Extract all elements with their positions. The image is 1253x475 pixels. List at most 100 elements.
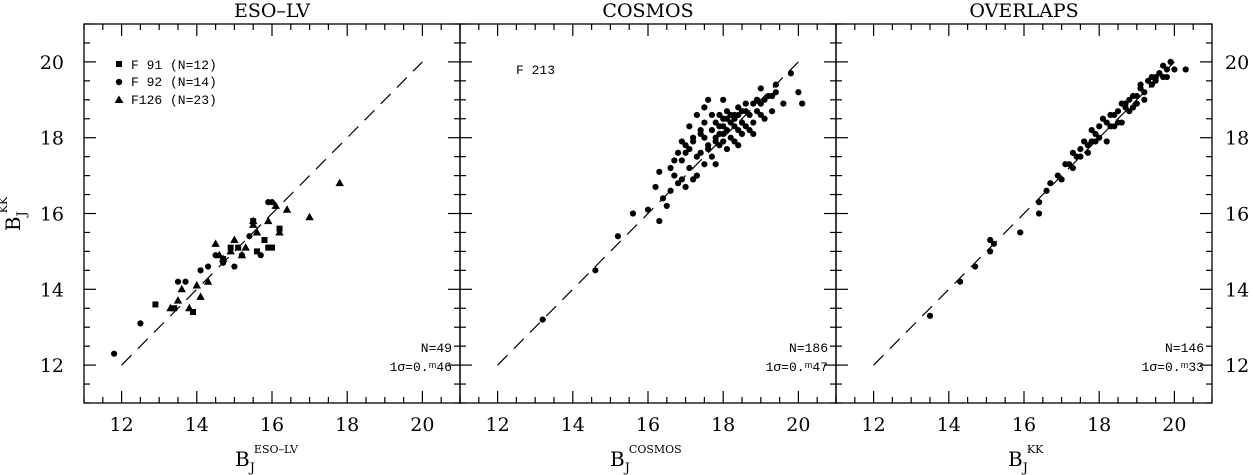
data-point-circle <box>674 149 682 156</box>
data-point-circle <box>1137 81 1144 88</box>
data-point-circle <box>735 104 742 111</box>
data-point-circle <box>716 111 723 119</box>
data-point-circle <box>1171 66 1178 73</box>
data-point-circle <box>1133 100 1140 107</box>
data-point-circle <box>716 142 723 149</box>
y-axis-label-base: B <box>1 216 25 231</box>
data-point-circle <box>592 267 599 274</box>
data-point-circle <box>701 134 708 141</box>
data-point-circle <box>1077 145 1084 153</box>
data-point-circle <box>682 142 689 149</box>
data-point-square <box>261 237 268 244</box>
data-point-circle <box>682 149 689 156</box>
data-point-circle <box>1088 138 1095 145</box>
x-axis-label-sup: ESO–LV <box>254 443 299 456</box>
data-point-circle <box>742 108 749 115</box>
data-point-circle <box>652 183 659 191</box>
stat-sigma-eso-lv: 1σ=0.ᵐ46 <box>390 360 452 375</box>
svg-text:BJKK: BJ KK <box>0 196 30 231</box>
data-point-circle <box>735 142 742 149</box>
data-point-circle <box>1148 73 1155 81</box>
data-point-circle <box>708 111 716 119</box>
data-point-circle <box>708 153 716 160</box>
data-point-circle <box>750 130 757 138</box>
data-point-circle <box>746 111 753 119</box>
x-axis-label-sub: J <box>1021 461 1028 475</box>
data-point-circle <box>686 123 693 130</box>
one-to-one-line <box>873 61 1175 366</box>
data-point-circle <box>671 172 678 179</box>
data-point-circle <box>772 81 779 88</box>
data-point-circle <box>787 70 794 77</box>
data-point-square <box>265 244 272 251</box>
data-point-circle <box>697 130 704 138</box>
data-point-triangle <box>252 227 262 236</box>
x-axis-label-sub: J <box>623 461 630 475</box>
data-point-circle <box>629 210 637 217</box>
x-tick-label: 20 <box>410 414 434 436</box>
data-point-circle <box>656 168 663 175</box>
data-point-circle <box>539 316 546 323</box>
data-point-circle <box>795 89 802 96</box>
data-point-triangle <box>249 220 258 228</box>
panel-title-eso-lv: ESO–LV <box>234 0 310 22</box>
data-point-circle <box>1144 77 1152 84</box>
data-point-circle <box>690 134 697 141</box>
data-point-circle <box>1114 119 1122 126</box>
data-point-circle <box>1103 138 1110 145</box>
data-point-circle <box>686 164 693 172</box>
data-point-triangle <box>264 216 273 225</box>
data-point-circle <box>720 96 727 103</box>
data-point-square <box>152 301 159 308</box>
data-point-circle <box>1167 58 1174 65</box>
stat-n-eso-lv: N=49 <box>421 341 452 356</box>
y-tick-label-left: 14 <box>40 279 64 301</box>
data-point-circle <box>697 149 704 156</box>
data-point-circle <box>644 206 652 213</box>
data-point-circle <box>972 263 979 270</box>
data-point-circle <box>727 119 734 126</box>
y-axis-label-sub: J <box>15 211 30 218</box>
data-point-circle <box>716 123 723 130</box>
x-axis-label-eso-lv: BJ ESO–LV <box>235 443 299 475</box>
data-point-circle <box>768 92 776 100</box>
data-point-triangle <box>173 296 183 304</box>
data-point-circle <box>1163 66 1170 73</box>
x-tick-label: 18 <box>1087 414 1111 436</box>
data-point-triangle <box>177 284 186 293</box>
data-point-triangle <box>275 227 284 236</box>
data-point-circle <box>987 248 994 255</box>
data-point-circle <box>1129 104 1137 111</box>
data-point-triangle <box>211 239 220 247</box>
data-point-circle <box>727 111 734 119</box>
x-axis-label-base: B <box>1008 447 1023 471</box>
data-point-triangle <box>241 243 250 251</box>
x-tick-label: 20 <box>786 414 810 436</box>
x-axis-label-base: B <box>610 447 625 471</box>
data-point-circle <box>1182 66 1189 73</box>
legend-circle-marker <box>115 78 123 86</box>
data-point-circle <box>1122 100 1129 107</box>
data-point-circle <box>693 153 700 160</box>
data-point-circle <box>926 312 934 319</box>
data-point-circle <box>1133 92 1140 100</box>
data-point-triangle <box>196 292 205 300</box>
x-axis-label-sub: J <box>248 461 255 475</box>
data-point-circle <box>701 119 708 126</box>
y-axis-label-sup: KK <box>0 196 10 213</box>
data-point-circle <box>246 233 253 240</box>
data-point-circle <box>1148 81 1155 88</box>
data-point-circle <box>1099 115 1107 122</box>
data-point-circle <box>735 127 742 134</box>
data-point-circle <box>1111 111 1118 119</box>
data-point-circle <box>1160 62 1167 69</box>
data-point-circle <box>1043 187 1050 194</box>
data-point-circle <box>1084 142 1092 149</box>
field-label: F 213 <box>516 63 555 78</box>
data-point-circle <box>1160 73 1167 81</box>
data-point-circle <box>1096 134 1103 141</box>
data-point-triangle <box>203 277 213 285</box>
data-point-circle <box>746 127 753 134</box>
data-point-circle <box>701 161 708 168</box>
